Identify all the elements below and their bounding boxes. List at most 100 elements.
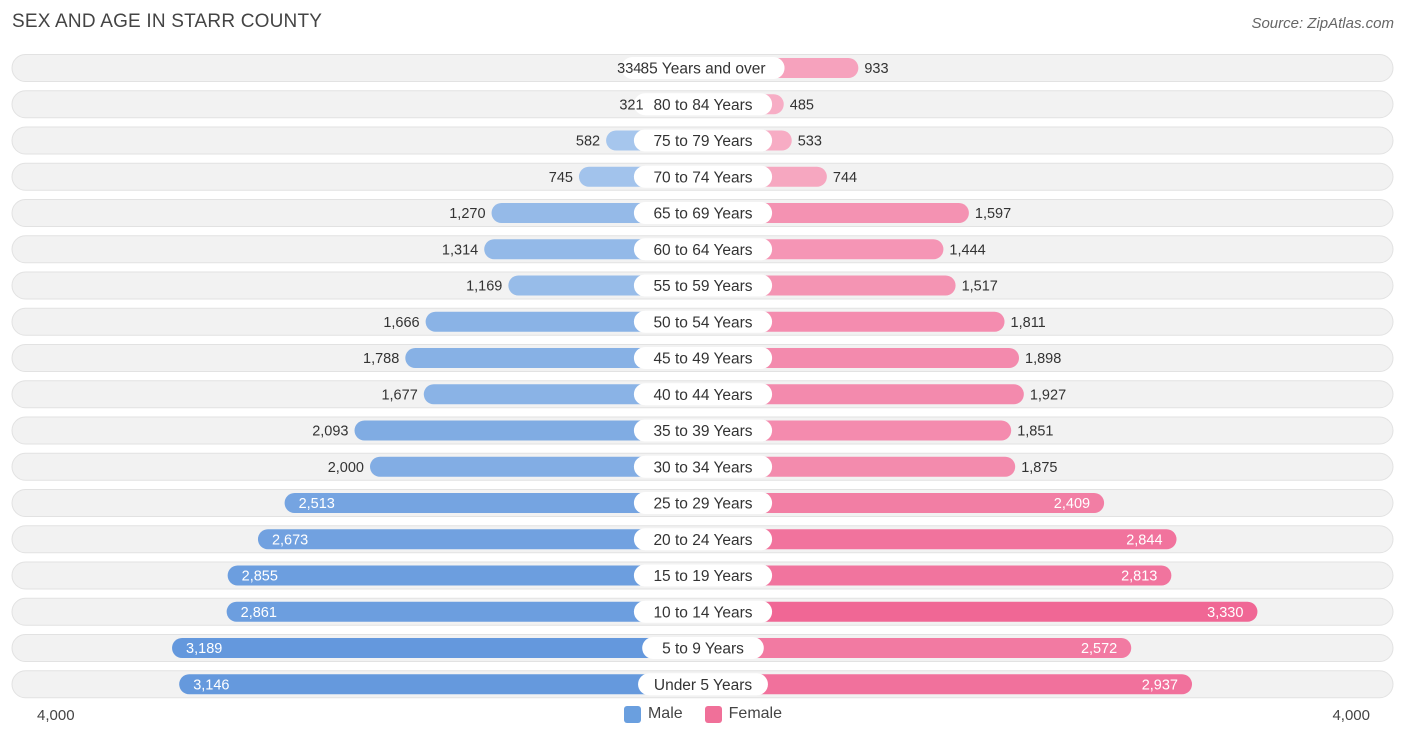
category-label: 80 to 84 Years bbox=[653, 97, 752, 114]
female-value-label: 2,813 bbox=[1121, 569, 1157, 585]
bar-row: 65 to 69 Years 1,270 1,597 bbox=[11, 199, 1394, 227]
legend-item-male[interactable]: Male bbox=[623, 705, 683, 723]
category-label: Under 5 Years bbox=[654, 677, 752, 694]
male-value-label: 1,169 bbox=[466, 279, 502, 295]
male-bar bbox=[179, 674, 714, 695]
category-pill bbox=[633, 274, 773, 297]
legend-swatch-male bbox=[623, 705, 641, 723]
category-label: 15 to 19 Years bbox=[653, 568, 752, 585]
female-value-label: 1,875 bbox=[1021, 460, 1057, 476]
category-label: 40 to 44 Years bbox=[653, 387, 752, 404]
axis-label-left: 4,000 bbox=[37, 707, 75, 724]
female-bar bbox=[693, 456, 1016, 477]
bar-row: 70 to 74 Years 745 744 bbox=[11, 162, 1394, 191]
male-value-label: 2,093 bbox=[312, 424, 348, 440]
male-value-label: 2,673 bbox=[272, 532, 308, 548]
category-label: 5 to 9 Years bbox=[662, 641, 744, 658]
male-value-label: 582 bbox=[576, 134, 600, 150]
female-value-label: 1,444 bbox=[949, 242, 985, 258]
female-bar bbox=[693, 565, 1172, 586]
male-value-label: 2,855 bbox=[242, 569, 278, 585]
bar-row: 50 to 54 Years 1,666 1,811 bbox=[11, 307, 1394, 336]
category-label: 85 Years and over bbox=[641, 61, 766, 78]
axis-label-right: 4,000 bbox=[1332, 707, 1370, 724]
male-value-label: 1,677 bbox=[381, 387, 417, 403]
category-label: 30 to 34 Years bbox=[653, 459, 752, 476]
male-value-label: 321 bbox=[619, 97, 643, 113]
category-label: 35 to 39 Years bbox=[653, 423, 752, 440]
male-value-label: 1,314 bbox=[442, 242, 478, 258]
female-value-label: 1,597 bbox=[975, 206, 1011, 222]
bar-row: 25 to 29 Years 2,513 2,409 bbox=[11, 489, 1394, 517]
category-pill bbox=[633, 165, 773, 188]
female-value-label: 933 bbox=[864, 61, 888, 77]
male-bar bbox=[284, 493, 713, 513]
category-pill bbox=[633, 238, 773, 261]
category-pill bbox=[621, 57, 785, 79]
category-pill bbox=[633, 600, 773, 623]
female-bar bbox=[693, 420, 1012, 441]
male-bar bbox=[227, 565, 713, 586]
bar-row: 10 to 14 Years 2,861 3,330 bbox=[11, 597, 1394, 626]
category-pill bbox=[633, 492, 773, 514]
category-pill bbox=[633, 419, 773, 442]
category-pill bbox=[638, 673, 768, 696]
bar-row: 15 to 19 Years 2,855 2,813 bbox=[11, 561, 1394, 590]
category-label: 50 to 54 Years bbox=[653, 314, 752, 331]
male-bar bbox=[354, 420, 713, 441]
female-bar bbox=[693, 529, 1177, 550]
male-value-label: 3,189 bbox=[186, 641, 222, 657]
legend-swatch-female bbox=[704, 705, 722, 723]
bar-row: 20 to 24 Years 2,673 2,844 bbox=[11, 525, 1394, 554]
bar-row: 75 to 79 Years 582 533 bbox=[11, 126, 1394, 155]
bar-row: 5 to 9 Years 3,189 2,572 bbox=[11, 634, 1394, 662]
male-value-label: 334 bbox=[617, 61, 641, 77]
female-bar bbox=[693, 601, 1258, 622]
female-bar bbox=[693, 674, 1193, 695]
category-pill bbox=[633, 347, 773, 369]
bar-row: 40 to 44 Years 1,677 1,927 bbox=[11, 380, 1394, 409]
male-value-label: 2,513 bbox=[299, 496, 335, 512]
male-bar bbox=[226, 601, 713, 622]
category-label: 65 to 69 Years bbox=[653, 206, 752, 223]
male-bar bbox=[172, 638, 713, 658]
female-value-label: 485 bbox=[790, 97, 814, 113]
category-pill bbox=[633, 528, 773, 551]
legend: Male Female bbox=[0, 705, 1406, 723]
category-label: 75 to 79 Years bbox=[653, 133, 752, 150]
category-pill bbox=[633, 310, 773, 333]
female-value-label: 2,937 bbox=[1142, 677, 1178, 693]
category-pill bbox=[633, 202, 773, 224]
female-value-label: 3,330 bbox=[1207, 605, 1243, 621]
legend-label-male: Male bbox=[647, 705, 683, 722]
female-bar bbox=[693, 348, 1020, 368]
category-pill bbox=[633, 455, 773, 478]
female-value-label: 2,572 bbox=[1081, 641, 1117, 657]
chart-title: SEX AND AGE IN STARR COUNTY bbox=[12, 11, 323, 32]
male-value-label: 1,270 bbox=[449, 206, 485, 222]
female-value-label: 744 bbox=[833, 170, 857, 186]
female-bar bbox=[693, 493, 1105, 513]
chart-source: Source: ZipAtlas.com bbox=[1251, 15, 1394, 32]
legend-item-female[interactable]: Female bbox=[704, 705, 783, 723]
category-pill bbox=[633, 129, 773, 152]
male-bar bbox=[257, 529, 713, 550]
female-value-label: 1,851 bbox=[1017, 424, 1053, 440]
female-value-label: 2,409 bbox=[1054, 496, 1090, 512]
female-value-label: 533 bbox=[798, 134, 822, 150]
female-value-label: 1,517 bbox=[962, 279, 998, 295]
category-pill bbox=[633, 383, 773, 406]
category-label: 10 to 14 Years bbox=[653, 604, 752, 621]
category-pill bbox=[633, 564, 773, 587]
bar-row: 80 to 84 Years 321 485 bbox=[11, 90, 1394, 119]
female-value-label: 1,927 bbox=[1030, 387, 1066, 403]
bar-row: 35 to 39 Years 2,093 1,851 bbox=[11, 416, 1394, 445]
legend-label-female: Female bbox=[728, 705, 783, 722]
category-label: 55 to 59 Years bbox=[653, 278, 752, 295]
bar-row: 60 to 64 Years 1,314 1,444 bbox=[11, 235, 1394, 264]
female-value-label: 2,844 bbox=[1126, 532, 1162, 548]
category-label: 60 to 64 Years bbox=[653, 242, 752, 259]
